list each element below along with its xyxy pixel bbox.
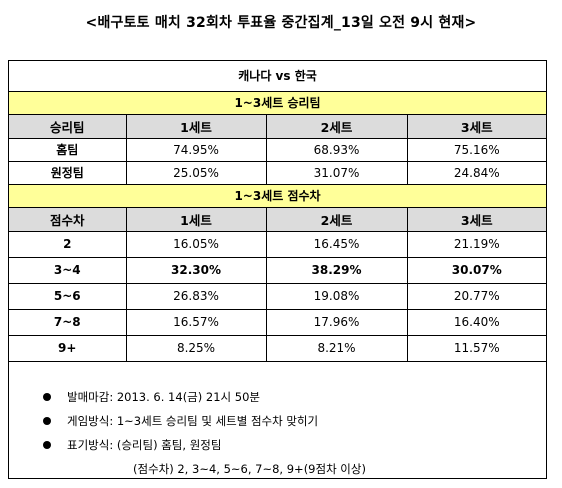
table-row: 7~8 16.57% 17.96% 16.40%	[9, 308, 547, 336]
column-header: 1세트	[125, 206, 267, 232]
bullet-icon	[43, 417, 51, 425]
table-cell: 17.96%	[265, 308, 408, 336]
section-row: 1~3세트 승리팀	[9, 90, 547, 115]
table-cell: 8.21%	[265, 334, 408, 362]
table-cell: 19.08%	[265, 282, 408, 310]
table-cell: 11.57%	[406, 334, 547, 362]
column-header: 점수차	[9, 206, 127, 232]
section-row: 1~3세트 점수차	[9, 183, 547, 208]
row-label: 5~6	[9, 282, 127, 310]
table-cell: 26.83%	[125, 282, 267, 310]
column-header: 승리팀	[9, 113, 127, 139]
column-header: 1세트	[125, 113, 267, 139]
bullet-icon	[43, 393, 51, 401]
page-title: <배구토토 매치 32회차 투표율 중간집계_13일 오전 9시 현재>	[85, 15, 477, 31]
note-text: 게임방식: 1~3세트 승리팀 및 세트별 점수차 맞히기	[67, 414, 319, 428]
row-label: 7~8	[9, 308, 127, 336]
note-text: 표기방식: (승리팀) 홈팀, 원정팀	[67, 438, 222, 452]
table-cell: 25.05%	[125, 160, 267, 185]
table-cell: 21.19%	[406, 230, 547, 258]
column-header: 2세트	[265, 113, 408, 139]
table-cell: 31.07%	[265, 160, 408, 185]
column-header: 3세트	[406, 206, 547, 232]
header-row: 승리팀 1세트 2세트 3세트	[9, 113, 547, 139]
column-header: 2세트	[265, 206, 408, 232]
table-cell: 38.29%	[265, 256, 408, 284]
section-title-margin: 1~3세트 점수차	[9, 183, 547, 208]
header-row: 점수차 1세트 2세트 3세트	[9, 206, 547, 232]
table-cell: 16.40%	[406, 308, 547, 336]
table-cell: 75.16%	[406, 137, 547, 162]
table-cell: 68.93%	[265, 137, 408, 162]
vote-rate-table: 캐나다 vs 한국 1~3세트 승리팀 승리팀 1세트 2세트 3세트 홈팀 7…	[9, 61, 547, 362]
row-label: 홈팀	[9, 137, 127, 162]
table-cell: 32.30%	[125, 256, 267, 284]
row-label: 3~4	[9, 256, 127, 284]
table-cell: 16.05%	[125, 230, 267, 258]
row-label: 2	[9, 230, 127, 258]
row-label: 원정팀	[9, 160, 127, 185]
info-box: 캐나다 vs 한국 1~3세트 승리팀 승리팀 1세트 2세트 3세트 홈팀 7…	[8, 60, 547, 479]
match-row: 캐나다 vs 한국	[9, 61, 547, 92]
note-text: (점수차) 2, 3~4, 5~6, 7~8, 9+(9점차 이상)	[133, 462, 366, 476]
table-row: 5~6 26.83% 19.08% 20.77%	[9, 282, 547, 310]
table-row: 원정팀 25.05% 31.07% 24.84%	[9, 160, 547, 185]
bullet-icon	[43, 441, 51, 449]
table-cell: 24.84%	[406, 160, 547, 185]
table-cell: 30.07%	[406, 256, 547, 284]
table-cell: 20.77%	[406, 282, 547, 310]
column-header: 3세트	[406, 113, 547, 139]
table-cell: 8.25%	[125, 334, 267, 362]
table-row: 3~4 32.30% 38.29% 30.07%	[9, 256, 547, 284]
match-title: 캐나다 vs 한국	[9, 61, 547, 92]
table-row: 9+ 8.25% 8.21% 11.57%	[9, 334, 547, 362]
section-title-winner: 1~3세트 승리팀	[9, 90, 547, 115]
note-text: 발매마감: 2013. 6. 14(금) 21시 50분	[67, 390, 260, 404]
table-row: 홈팀 74.95% 68.93% 75.16%	[9, 137, 547, 162]
table-cell: 16.57%	[125, 308, 267, 336]
table-cell: 74.95%	[125, 137, 267, 162]
table-cell: 16.45%	[265, 230, 408, 258]
table-row: 2 16.05% 16.45% 21.19%	[9, 230, 547, 258]
row-label: 9+	[9, 334, 127, 362]
